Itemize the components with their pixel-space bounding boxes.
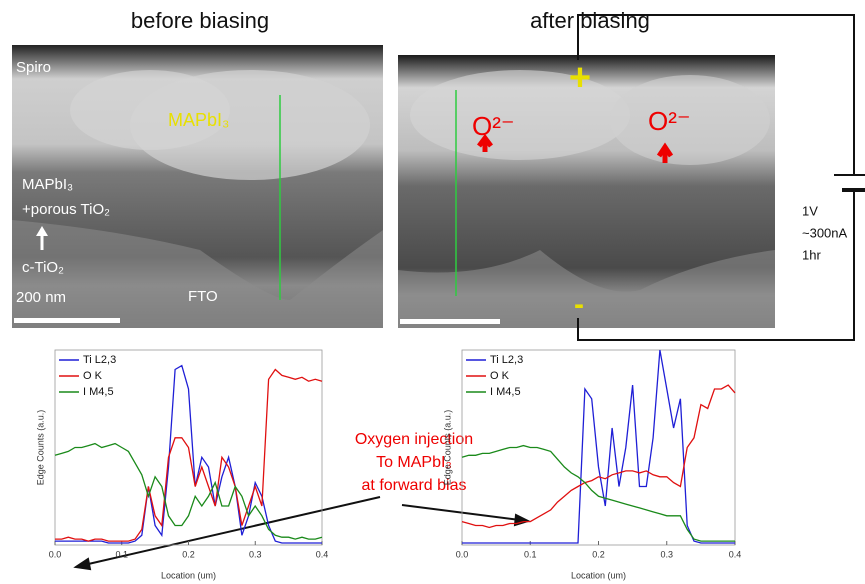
x-tick-label: 0.0: [456, 549, 469, 559]
terminal: +: [569, 57, 591, 99]
annotation-arrow: [73, 496, 531, 571]
legend-label: Ti L2,3: [83, 354, 116, 366]
bias-label: ~300nA: [802, 225, 848, 240]
data-line: [461, 444, 735, 542]
annotation: To MAPbI₃: [376, 454, 452, 471]
legend-label: Ti L2,3: [490, 354, 523, 366]
arrow: [477, 133, 493, 152]
annotation: Oxygen injection: [355, 431, 473, 448]
micrograph-after: [398, 55, 775, 328]
x-tick-label: 0.4: [729, 549, 742, 559]
data-line: [55, 368, 323, 542]
bias-label: 1V: [802, 203, 818, 218]
annotation: at forward bias: [362, 477, 467, 494]
charts: 0.0 0.1 0.2 0.3 0.4 Location (um) Edge Counts …: [35, 349, 742, 580]
y-axis-label: Edge Counts (a.u.): [35, 410, 45, 486]
layer-label: MAPbI₃: [22, 176, 73, 193]
ion-label: O²⁻: [472, 111, 515, 141]
x-tick-label: 0.3: [249, 549, 262, 559]
bias-label: 1hr: [802, 247, 821, 262]
legend-label: I M4,5: [490, 386, 521, 398]
ion-label: O²⁻: [648, 106, 691, 136]
arrow-head: [36, 226, 48, 236]
heading: before biasing: [131, 8, 269, 33]
y-axis-label: Edge Counts (a.u.): [442, 410, 452, 486]
layer-label: c-TiO₂: [22, 259, 64, 276]
legend-label: I M4,5: [83, 386, 114, 398]
layer-label: Spiro: [16, 59, 51, 76]
layer-label: +porous TiO₂: [22, 201, 110, 218]
layer-label: MAPbI₃: [168, 110, 229, 130]
x-tick-label: 0.3: [660, 549, 673, 559]
micrograph-before: [12, 45, 383, 328]
x-axis-label: Location (um): [161, 570, 216, 580]
x-tick-label: 0.2: [182, 549, 195, 559]
legend-label: O K: [83, 370, 103, 382]
x-tick-label: 0.0: [49, 549, 62, 559]
arrow: [656, 142, 674, 163]
data-line: [54, 442, 323, 540]
scale-label: 200 nm: [16, 289, 66, 306]
data-line: [55, 364, 322, 544]
layer-label: FTO: [188, 288, 218, 305]
data-line: [461, 384, 736, 529]
legend-label: O K: [490, 370, 510, 382]
x-tick-label: 0.1: [115, 549, 128, 559]
data-line: [462, 349, 735, 544]
x-tick-label: 0.2: [592, 549, 605, 559]
x-tick-label: 0.4: [316, 549, 329, 559]
heading: after biasing: [530, 8, 650, 33]
terminal: -: [574, 288, 584, 321]
circuit: [577, 14, 865, 341]
x-tick-label: 0.1: [524, 549, 537, 559]
x-axis-label: Location (um): [571, 570, 626, 580]
